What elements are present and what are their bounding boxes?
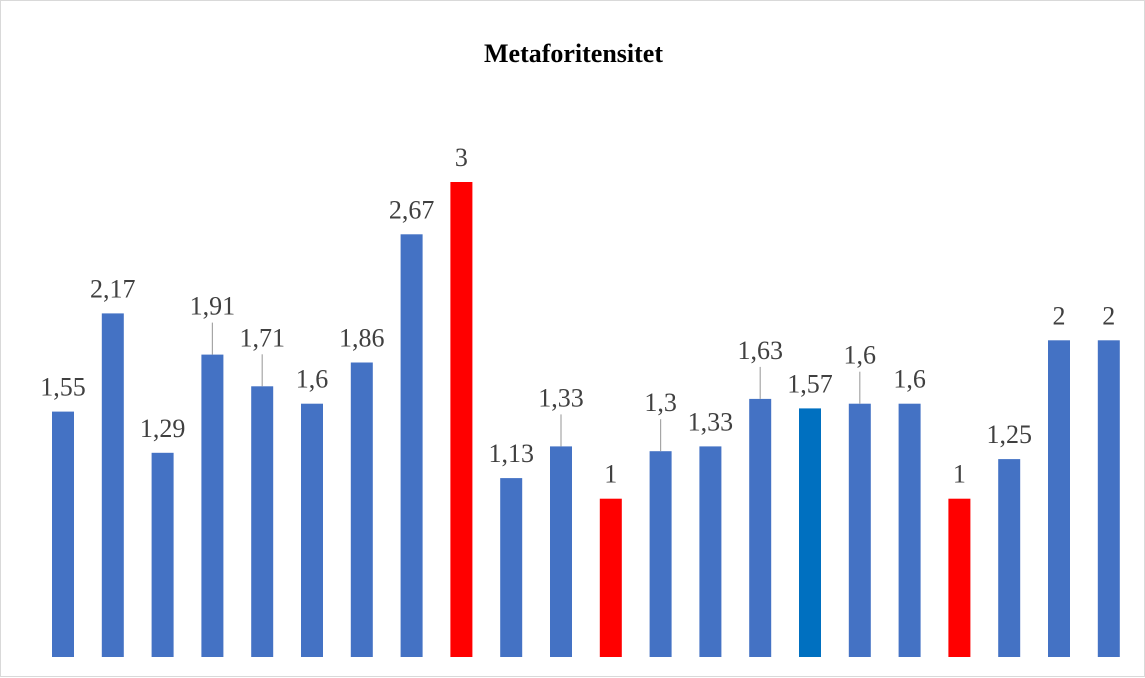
data-label-2: 2,17 <box>90 274 136 303</box>
data-label-17: 1,6 <box>844 341 877 370</box>
bar-14 <box>699 446 722 657</box>
bar-7 <box>350 362 373 657</box>
bar-17 <box>848 403 871 657</box>
bar-15 <box>749 398 772 657</box>
bar-22 <box>1097 340 1120 657</box>
bar-9 <box>450 182 473 657</box>
bar-16 <box>799 408 821 657</box>
data-label-12: 1 <box>604 460 617 489</box>
bar-1 <box>52 411 74 657</box>
data-label-6: 1,6 <box>296 365 329 394</box>
data-label-5: 1,71 <box>239 323 285 352</box>
data-label-8: 2,67 <box>389 195 435 224</box>
bar-8 <box>400 234 423 658</box>
bar-2 <box>101 313 124 657</box>
data-label-19: 1 <box>953 460 966 489</box>
data-label-4: 1,91 <box>190 292 236 321</box>
data-label-21: 2 <box>1053 301 1066 330</box>
bar-18 <box>898 403 921 657</box>
data-label-7: 1,86 <box>339 324 385 353</box>
bar-20 <box>998 459 1021 657</box>
data-label-3: 1,29 <box>140 414 186 443</box>
bar-5 <box>251 386 274 657</box>
bar-11 <box>550 446 572 657</box>
chart-title: Metaforitensitet <box>483 39 664 68</box>
data-label-1: 1,55 <box>40 373 86 402</box>
data-label-18: 1,6 <box>893 365 926 394</box>
data-label-22: 2 <box>1102 301 1115 330</box>
data-label-10: 1,13 <box>488 439 534 468</box>
bar-13 <box>649 451 672 657</box>
bar-4 <box>201 354 224 657</box>
bar-19 <box>948 498 971 657</box>
data-label-9: 3 <box>455 143 468 172</box>
bar-3 <box>151 452 174 657</box>
bar-6 <box>301 403 323 657</box>
data-label-13: 1,3 <box>644 388 677 417</box>
data-label-15: 1,63 <box>737 336 783 365</box>
data-label-11: 1,33 <box>538 383 584 412</box>
data-label-14: 1,33 <box>688 407 734 436</box>
bar-21 <box>1048 340 1070 657</box>
bar-10 <box>500 478 523 657</box>
data-label-20: 1,25 <box>986 420 1032 449</box>
bar-12 <box>599 498 622 657</box>
data-label-16: 1,57 <box>787 369 833 398</box>
